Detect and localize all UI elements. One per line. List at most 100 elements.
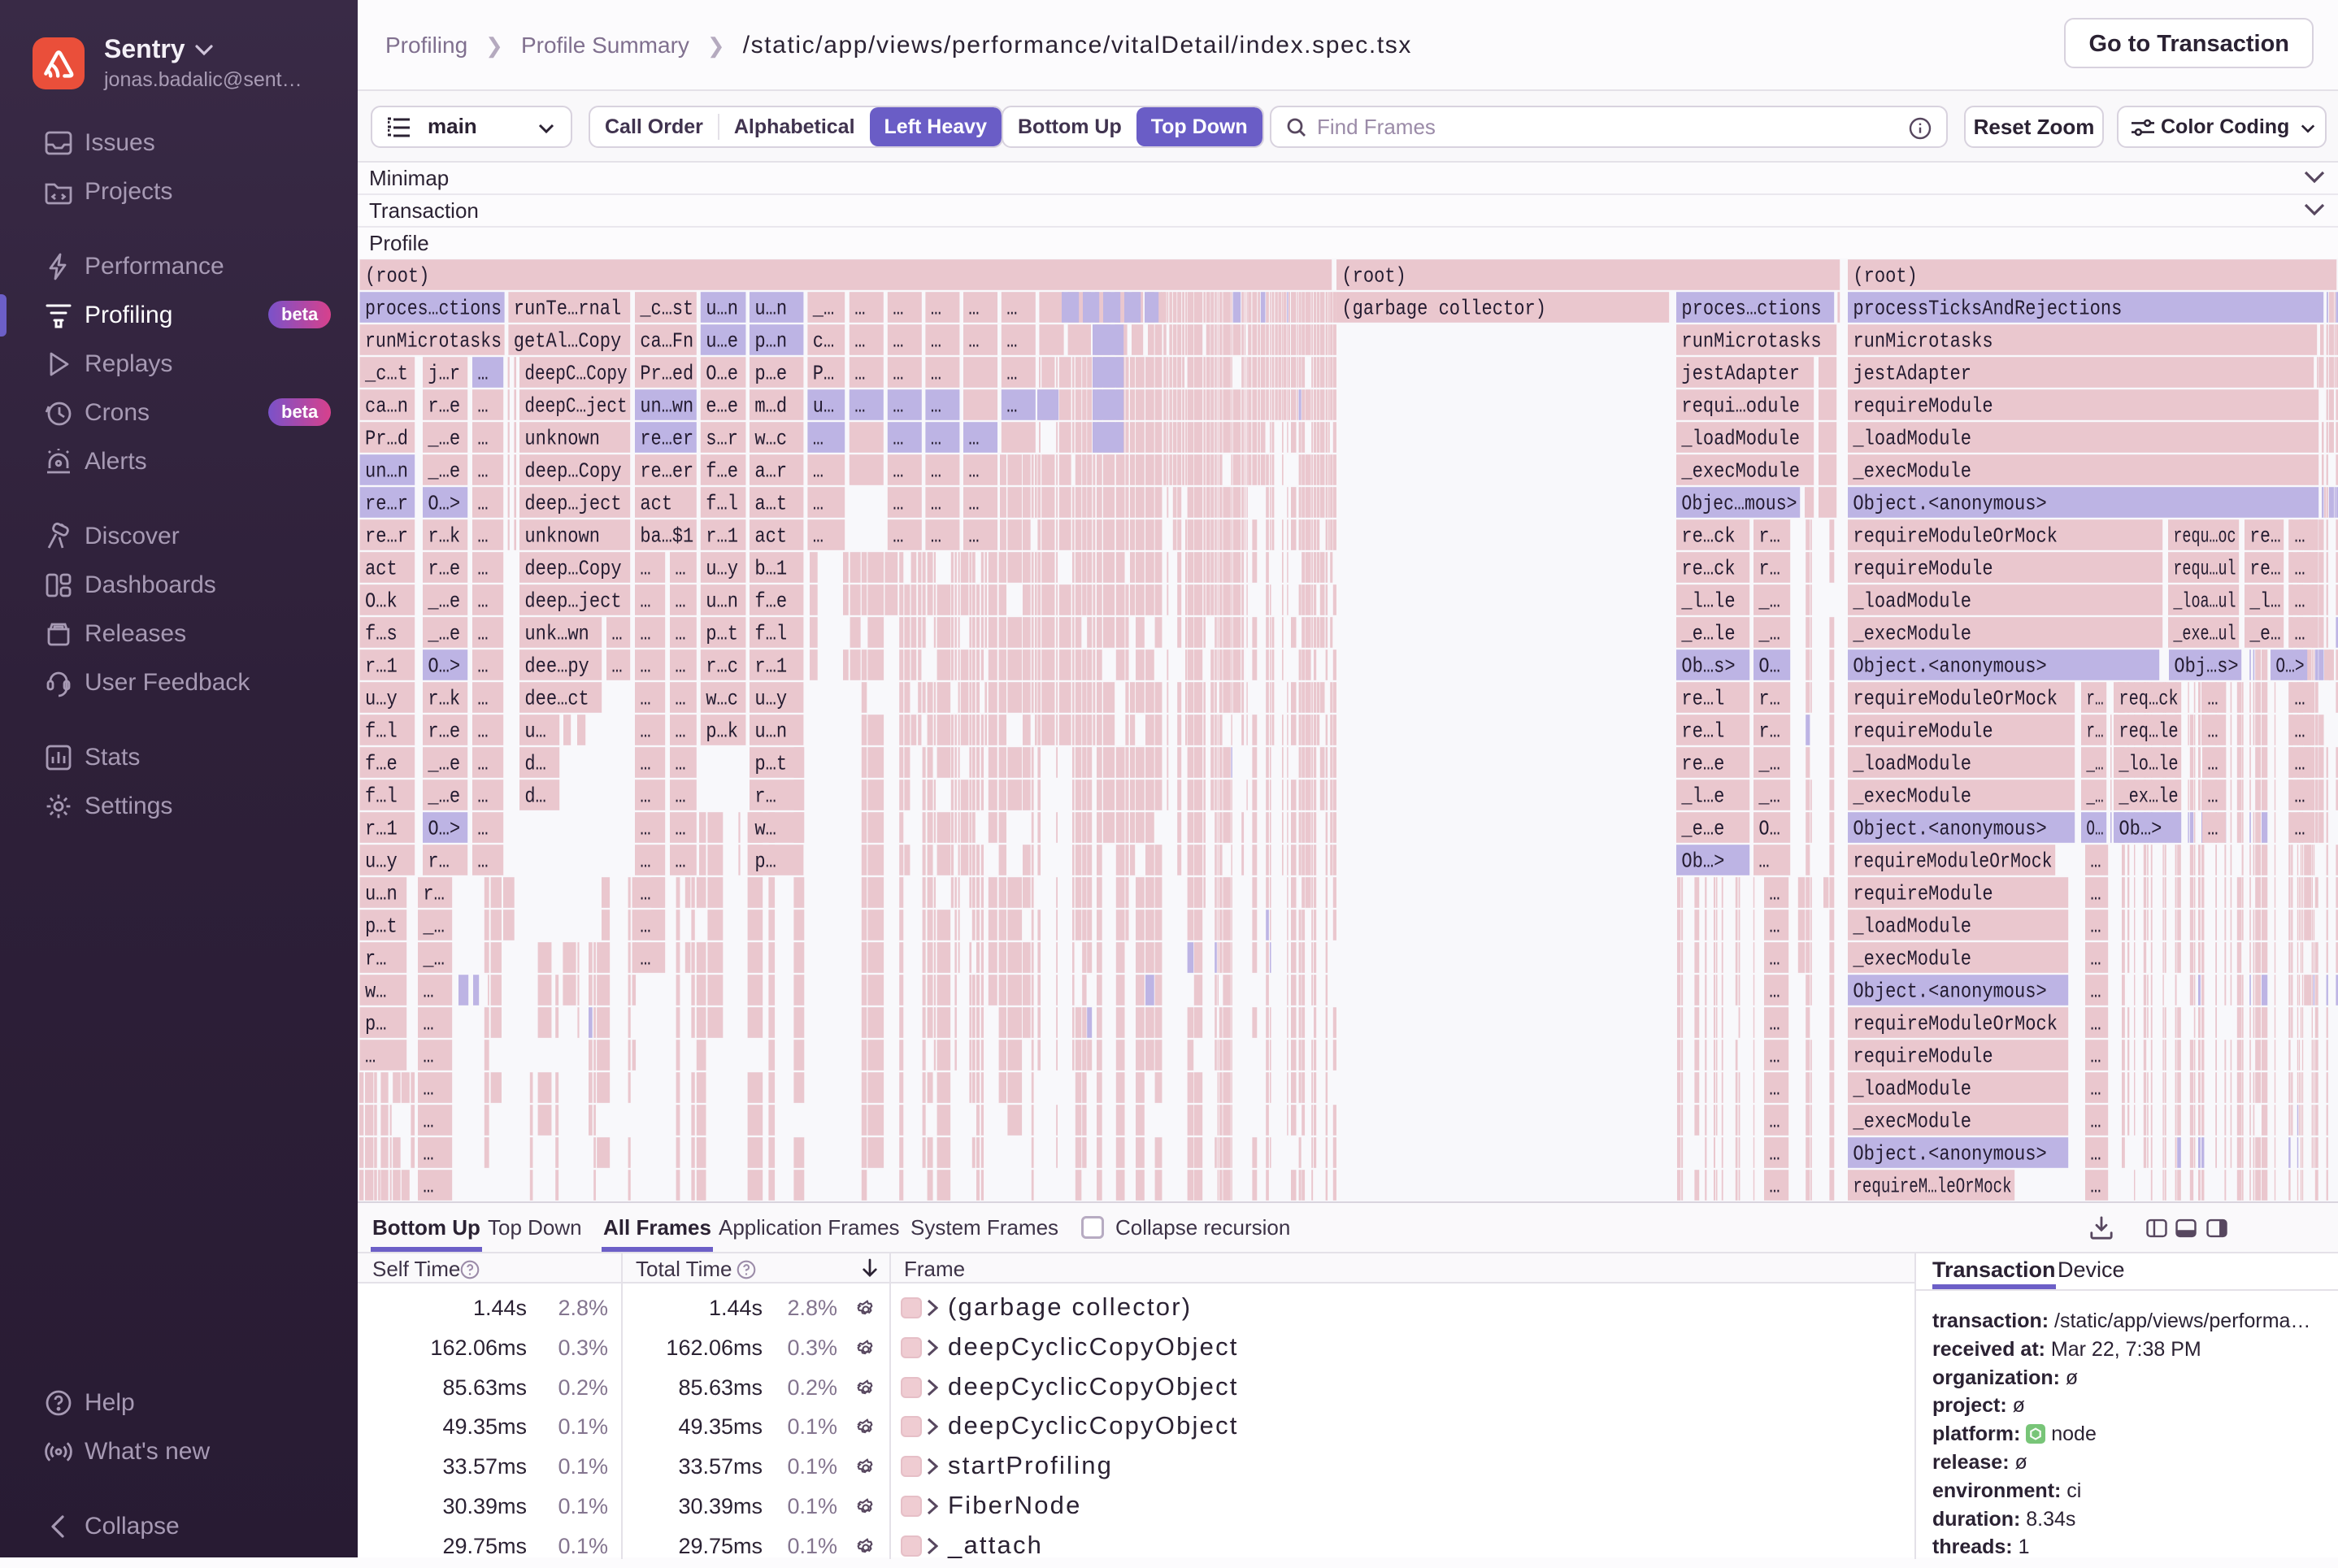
svg-text:_…: _…: [1758, 784, 1780, 808]
svg-text:p…e: p…e: [754, 362, 787, 385]
svg-text:…: …: [2207, 752, 2218, 775]
svg-text:…: …: [854, 394, 865, 418]
svg-text:…: …: [893, 427, 903, 450]
svg-text:requireModule: requireModule: [1853, 882, 1993, 906]
svg-text:…: …: [2090, 1077, 2101, 1101]
svg-text:…: …: [675, 622, 685, 645]
svg-text:re…ck: re…ck: [1681, 557, 1735, 580]
svg-text:deepC…ject: deepC…ject: [524, 394, 627, 418]
svg-text:…: …: [1006, 329, 1017, 353]
svg-text:runMicrotasks: runMicrotasks: [1681, 329, 1821, 353]
svg-text:b…1: b…1: [754, 557, 787, 580]
svg-text:p…: p…: [754, 849, 776, 873]
svg-text:…: …: [640, 882, 650, 906]
svg-text:O…e: O…e: [706, 362, 738, 385]
svg-text:c…: c…: [813, 329, 834, 353]
svg-text:dee…py: dee…py: [524, 654, 589, 678]
svg-text:getAl…Copy: getAl…Copy: [514, 329, 621, 353]
svg-text:p…t: p…t: [365, 914, 398, 938]
svg-text:P…: P…: [813, 362, 834, 385]
svg-text:f…l: f…l: [365, 784, 398, 808]
svg-text:req…ck: req…ck: [2119, 687, 2178, 710]
svg-text:(garbage collector): (garbage collector): [1341, 297, 1546, 320]
svg-text:deep…ject: deep…ject: [524, 589, 621, 613]
svg-text:_…: _…: [423, 914, 445, 938]
svg-text:r…e: r…e: [428, 394, 460, 418]
svg-text:f…l: f…l: [706, 492, 738, 515]
svg-text:…: …: [477, 817, 488, 840]
svg-text:(root): (root): [1341, 264, 1406, 288]
svg-text:…: …: [675, 784, 685, 808]
svg-text:…: …: [640, 719, 650, 743]
svg-text:…: …: [2294, 719, 2305, 743]
svg-text:…: …: [477, 394, 488, 418]
svg-text:Object.<anonymous>: Object.<anonymous>: [1853, 817, 2046, 840]
svg-text:…: …: [2090, 1012, 2101, 1036]
svg-text:…: …: [675, 849, 685, 873]
svg-text:…: …: [675, 817, 685, 840]
svg-text:u…y: u…y: [754, 687, 787, 710]
svg-text:_…: _…: [1758, 622, 1780, 645]
svg-text:…: …: [2090, 914, 2101, 938]
svg-text:…: …: [1769, 1012, 1780, 1036]
svg-text:requireModule: requireModule: [1853, 394, 1993, 418]
svg-text:s…r: s…r: [706, 427, 738, 450]
svg-text:re…l: re…l: [1681, 687, 1724, 710]
svg-text:…: …: [640, 914, 650, 938]
svg-text:ca…Fn: ca…Fn: [640, 329, 693, 353]
svg-text:w…: w…: [754, 817, 776, 840]
svg-text:_l…le: _l…le: [1681, 589, 1736, 613]
svg-text:w…c: w…c: [706, 687, 738, 710]
svg-text:requireModuleOrMock: requireModuleOrMock: [1853, 524, 2058, 548]
svg-text:r…: r…: [423, 882, 444, 906]
svg-text:…: …: [931, 459, 941, 483]
svg-text:requireModuleOrMock: requireModuleOrMock: [1853, 687, 2058, 710]
svg-text:act: act: [365, 557, 398, 580]
svg-text:p…k: p…k: [706, 719, 738, 743]
svg-text:requireModuleOrMock: requireModuleOrMock: [1853, 1012, 2058, 1036]
svg-text:_…e: _…e: [428, 752, 461, 775]
svg-text:m…d: m…d: [754, 394, 787, 418]
svg-text:O…>: O…>: [428, 492, 460, 515]
svg-text:Object.<anonymous>: Object.<anonymous>: [1853, 492, 2046, 515]
svg-text:f…e: f…e: [365, 752, 398, 775]
svg-text:act: act: [640, 492, 672, 515]
svg-text:…: …: [1006, 394, 1017, 418]
svg-text:…: …: [968, 492, 979, 515]
svg-text:requireModule: requireModule: [1853, 719, 1993, 743]
svg-text:Ob…>: Ob…>: [2119, 817, 2162, 840]
svg-text:_loadModule: _loadModule: [1853, 1077, 1971, 1101]
svg-text:…: …: [968, 459, 979, 483]
svg-text:_execModule: _execModule: [1681, 459, 1800, 483]
svg-text:proces…ctions: proces…ctions: [365, 297, 502, 320]
svg-text:_…: _…: [1758, 589, 1780, 613]
svg-text:…: …: [2090, 1045, 2101, 1068]
svg-text:…: …: [675, 752, 685, 775]
svg-text:…: …: [2294, 817, 2305, 840]
svg-text:…: …: [477, 557, 488, 580]
svg-text:processTicksAndRejections: processTicksAndRejections: [1853, 297, 2122, 320]
svg-text:jestAdapter: jestAdapter: [1853, 362, 1971, 385]
svg-text:_execModule: _execModule: [1853, 947, 1971, 971]
svg-text:_…: _…: [423, 947, 445, 971]
svg-text:_e…le: _e…le: [1681, 622, 1736, 645]
svg-text:_execModule: _execModule: [1853, 622, 1971, 645]
svg-text:requireModuleOrMock: requireModuleOrMock: [1853, 849, 2052, 873]
svg-text:…: …: [423, 1110, 433, 1133]
svg-text:_execModule: _execModule: [1853, 459, 1971, 483]
svg-text:_e…: _e…: [2249, 622, 2281, 645]
svg-text:O…: O…: [1758, 817, 1780, 840]
svg-text:_loadModule: _loadModule: [1853, 752, 1971, 775]
svg-text:…: …: [675, 654, 685, 678]
svg-text:…: …: [893, 524, 903, 548]
svg-text:_e…e: _e…e: [1681, 817, 1725, 840]
svg-text:_…e: _…e: [428, 784, 461, 808]
svg-text:…: …: [1769, 882, 1780, 906]
svg-text:…: …: [2294, 784, 2305, 808]
svg-text:re…: re…: [2249, 524, 2280, 548]
svg-text:runMicrotasks: runMicrotasks: [365, 329, 502, 353]
svg-text:…: …: [854, 362, 865, 385]
svg-text:requ…oc: requ…oc: [2173, 524, 2236, 548]
svg-text:re…l: re…l: [1681, 719, 1724, 743]
svg-text:…: …: [611, 622, 622, 645]
